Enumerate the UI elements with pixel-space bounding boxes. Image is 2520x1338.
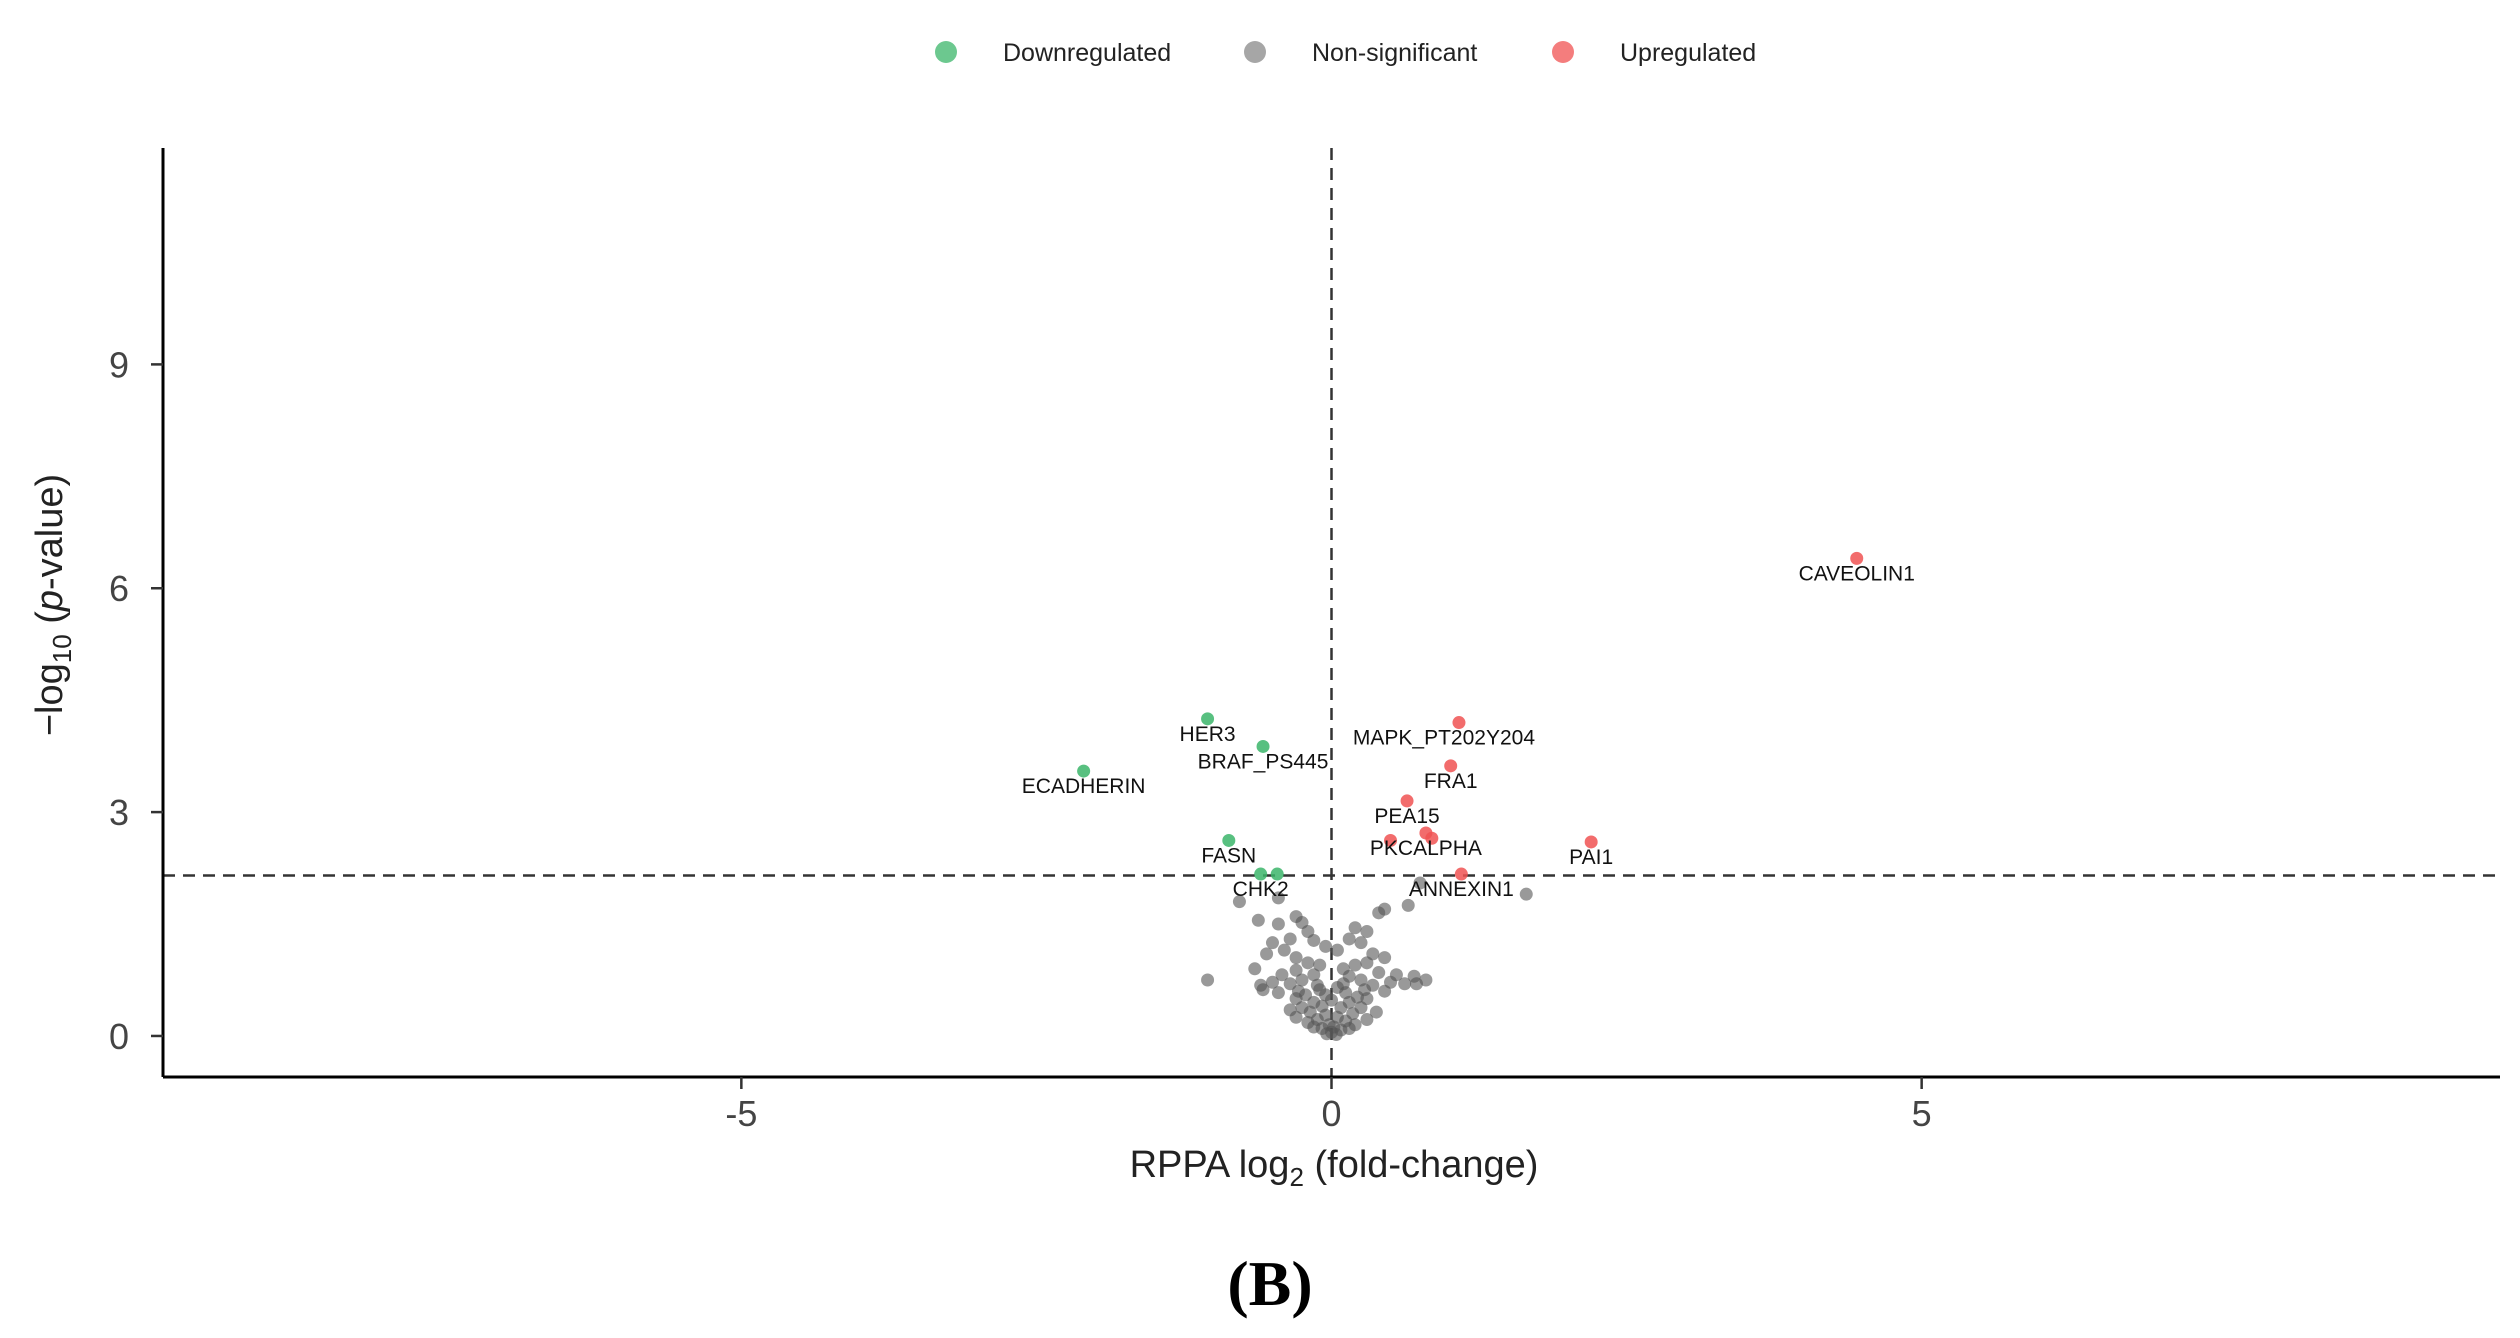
data-point-downregulated <box>1254 867 1268 881</box>
data-point-downregulated <box>1270 867 1284 881</box>
point-label-annexin1: ANNEXIN1 <box>1409 878 1514 901</box>
legend-swatch-non-significant <box>1244 41 1266 63</box>
data-point-upregulated <box>1452 716 1466 730</box>
legend-label-upregulated: Upregulated <box>1620 39 1756 67</box>
data-point-non-significant <box>1260 947 1274 961</box>
data-point-non-significant <box>1271 986 1285 1000</box>
data-point-downregulated <box>1222 833 1236 847</box>
data-point-non-significant <box>1291 984 1305 998</box>
point-label-ecadherin: ECADHERIN <box>1022 775 1146 798</box>
data-point-non-significant <box>1372 966 1386 980</box>
data-point-upregulated <box>1850 551 1864 565</box>
data-point-non-significant <box>1348 1018 1362 1032</box>
x-tick-label: -5 <box>725 1093 757 1134</box>
data-point-upregulated <box>1384 833 1398 847</box>
data-point-non-significant <box>1409 977 1423 991</box>
data-point-non-significant <box>1519 887 1533 901</box>
data-point-non-significant <box>1232 895 1246 909</box>
data-point-non-significant <box>1372 906 1386 920</box>
data-point-non-significant <box>1336 977 1350 991</box>
data-point-non-significant <box>1319 939 1333 953</box>
y-tick-label: 9 <box>109 344 129 385</box>
point-label-pai1: PAI1 <box>1569 846 1613 869</box>
data-point-non-significant <box>1413 876 1427 890</box>
data-point-upregulated <box>1425 831 1439 845</box>
data-point-downregulated <box>1201 712 1215 726</box>
y-tick-label: 6 <box>109 568 129 609</box>
legend-swatch-downregulated <box>935 41 957 63</box>
data-point-non-significant <box>1378 984 1392 998</box>
data-point-non-significant <box>1348 921 1362 935</box>
data-points <box>1077 551 1864 1041</box>
data-point-non-significant <box>1251 913 1265 927</box>
data-point-non-significant <box>1301 956 1315 970</box>
data-point-non-significant <box>1360 924 1374 938</box>
data-point-downregulated <box>1256 739 1270 753</box>
data-point-non-significant <box>1283 932 1297 946</box>
point-label-chk2: CHK2 <box>1233 878 1289 901</box>
data-point-upregulated <box>1400 794 1414 808</box>
data-point-non-significant <box>1289 963 1303 977</box>
data-point-non-significant <box>1369 1005 1383 1019</box>
data-point-non-significant <box>1360 956 1374 970</box>
legend-label-downregulated: Downregulated <box>1003 39 1171 67</box>
data-point-non-significant <box>1248 962 1262 976</box>
data-point-non-significant <box>1271 917 1285 931</box>
point-label-caveolin1: CAVEOLIN1 <box>1799 562 1915 585</box>
data-point-non-significant <box>1313 958 1327 972</box>
data-point-non-significant <box>1354 936 1368 950</box>
data-point-non-significant <box>1271 891 1285 905</box>
data-point-non-significant <box>1310 978 1324 992</box>
point-label-mapk_pt202y204: MAPK_PT202Y204 <box>1353 727 1535 750</box>
x-tick-label: 5 <box>1912 1093 1932 1134</box>
data-point-non-significant <box>1275 968 1289 982</box>
point-label-fasn: FASN <box>1201 844 1256 867</box>
data-point-non-significant <box>1283 977 1297 991</box>
data-point-non-significant <box>1307 933 1321 947</box>
data-point-downregulated <box>1077 764 1091 778</box>
data-point-non-significant <box>1265 975 1279 989</box>
point-labels: HER3 BRAF_PS445 ECADHERIN FASN CHK2 CAVEOLIN1… <box>1022 562 1915 901</box>
data-point-non-significant <box>1378 951 1392 965</box>
y-axis-title: −log10 (p-value) <box>29 474 77 736</box>
y-axis-ticks: 0 3 6 9 <box>109 344 163 1057</box>
data-point-non-significant <box>1289 951 1303 965</box>
data-point-upregulated <box>1444 759 1458 773</box>
data-point-non-significant <box>1320 1027 1334 1041</box>
point-label-fra1: FRA1 <box>1424 770 1478 793</box>
data-point-non-significant <box>1348 958 1362 972</box>
data-point-non-significant <box>1401 898 1415 912</box>
data-point-non-significant <box>1307 968 1321 982</box>
data-point-non-significant <box>1325 993 1338 1007</box>
panel-label: (B) <box>1227 1248 1312 1319</box>
data-point-upregulated <box>1584 835 1598 849</box>
legend-label-non-significant: Non-significant <box>1312 39 1477 67</box>
data-point-non-significant <box>1283 1003 1297 1017</box>
legend-swatch-upregulated <box>1552 41 1574 63</box>
point-label-her3: HER3 <box>1180 723 1236 746</box>
data-point-non-significant <box>1201 973 1215 987</box>
data-point-upregulated <box>1454 867 1468 881</box>
data-point-non-significant <box>1360 1013 1374 1027</box>
data-point-non-significant <box>1256 983 1270 997</box>
data-point-non-significant <box>1398 977 1412 991</box>
point-label-braf_ps445: BRAF_PS445 <box>1198 750 1329 773</box>
x-tick-label: 0 <box>1321 1093 1341 1134</box>
data-point-non-significant <box>1330 943 1344 957</box>
y-tick-label: 3 <box>109 792 129 833</box>
point-label-pea15: PEA15 <box>1374 805 1439 828</box>
legend: Downregulated Non-significant Upregulate… <box>935 39 1756 67</box>
data-point-non-significant <box>1277 943 1291 957</box>
x-axis-ticks: -5 0 5 <box>725 1077 1932 1134</box>
data-point-non-significant <box>1342 932 1356 946</box>
data-point-non-significant <box>1329 1027 1343 1041</box>
data-point-non-significant <box>1295 973 1309 987</box>
x-axis-title: RPPA log2 (fold-change) <box>1130 1144 1539 1192</box>
point-label-pkcalpha: PKCALPHA <box>1370 837 1482 860</box>
data-point-non-significant <box>1301 1016 1315 1030</box>
data-point-non-significant <box>1358 983 1372 997</box>
y-tick-label: 0 <box>109 1016 129 1057</box>
data-point-non-significant <box>1265 936 1279 950</box>
